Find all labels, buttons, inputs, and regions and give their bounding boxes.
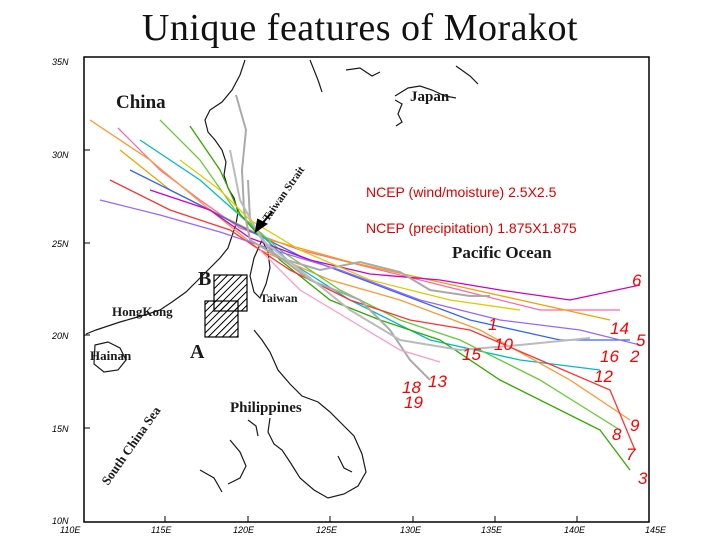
typhoon-tracks <box>89 94 641 471</box>
track-number: 16 <box>600 347 619 366</box>
track-number: 6 <box>632 271 642 290</box>
track-number: 3 <box>638 469 648 488</box>
taiwan-island <box>249 238 271 300</box>
lat-label-10n: 10N <box>52 516 69 526</box>
place-label-philippines: Philippines <box>230 400 302 416</box>
track-number: 15 <box>462 345 481 364</box>
track-number: 2 <box>629 347 640 366</box>
region-label-a: A <box>190 341 205 363</box>
track-number: 8 <box>612 425 622 444</box>
place-label-hainan: Hainan <box>90 348 132 363</box>
place-label-pacific: Pacific Ocean <box>452 243 552 262</box>
lon-label-125e: 125E <box>316 525 338 535</box>
region-label-b: B <box>198 268 211 290</box>
place-label-taiwan-strait: Taiwan Strait <box>261 164 308 224</box>
place-label-hongkong: HongKong <box>112 304 173 319</box>
lat-label-20n: 20N <box>51 331 69 341</box>
track-number: 13 <box>428 372 447 391</box>
track-line <box>99 199 641 346</box>
annotation-wind: NCEP (wind/moisture) 2.5X2.5 <box>366 184 557 200</box>
hainan-island <box>93 341 127 373</box>
strait-arrow-icon <box>254 211 273 234</box>
page-title: Unique features of Morakot <box>141 7 579 49</box>
region-a-box <box>204 300 239 338</box>
track-number: 10 <box>494 335 513 354</box>
lat-label-25n: 25N <box>51 239 69 249</box>
track-number: 18 <box>402 378 421 397</box>
track-number: 19 <box>404 393 423 412</box>
map-frame <box>83 56 650 523</box>
philippines-coast <box>253 329 367 499</box>
track-line <box>129 169 630 341</box>
track-number: 14 <box>610 319 629 338</box>
track-number: 9 <box>630 416 640 435</box>
place-label-japan: Japan <box>410 89 450 105</box>
track-line <box>259 249 441 363</box>
japan-coast <box>394 85 457 99</box>
track-line <box>89 119 631 421</box>
lon-label-120e: 120E <box>233 525 255 535</box>
track-line <box>109 179 636 451</box>
track-line <box>235 94 490 297</box>
annotation-precip: NCEP (precipitation) 1.875X1.875 <box>366 220 577 236</box>
place-label-taiwan: Taiwan <box>260 291 298 305</box>
lon-label-145e: 145E <box>645 525 667 535</box>
lon-label-135e: 135E <box>481 525 503 535</box>
track-line <box>229 149 591 352</box>
track-number: 12 <box>594 367 613 386</box>
lat-label-15n: 15N <box>52 424 69 434</box>
track-line <box>179 159 521 311</box>
place-label-china: China <box>116 92 166 113</box>
place-label-south-china-sea: South China Sea <box>98 403 164 488</box>
track-number: 5 <box>636 331 646 350</box>
lon-label-140e: 140E <box>564 525 586 535</box>
track-line <box>159 119 621 431</box>
lon-label-115e: 115E <box>151 525 172 535</box>
lon-label-130e: 130E <box>400 525 422 535</box>
track-line <box>139 139 601 371</box>
lat-label-30n: 30N <box>52 150 69 160</box>
track-line <box>189 125 631 471</box>
track-number: 1 <box>488 315 497 334</box>
lat-label-35n: 35N <box>52 57 69 67</box>
track-number: 7 <box>626 445 636 464</box>
lon-label-110e: 110E <box>60 525 81 535</box>
track-line <box>149 189 641 301</box>
